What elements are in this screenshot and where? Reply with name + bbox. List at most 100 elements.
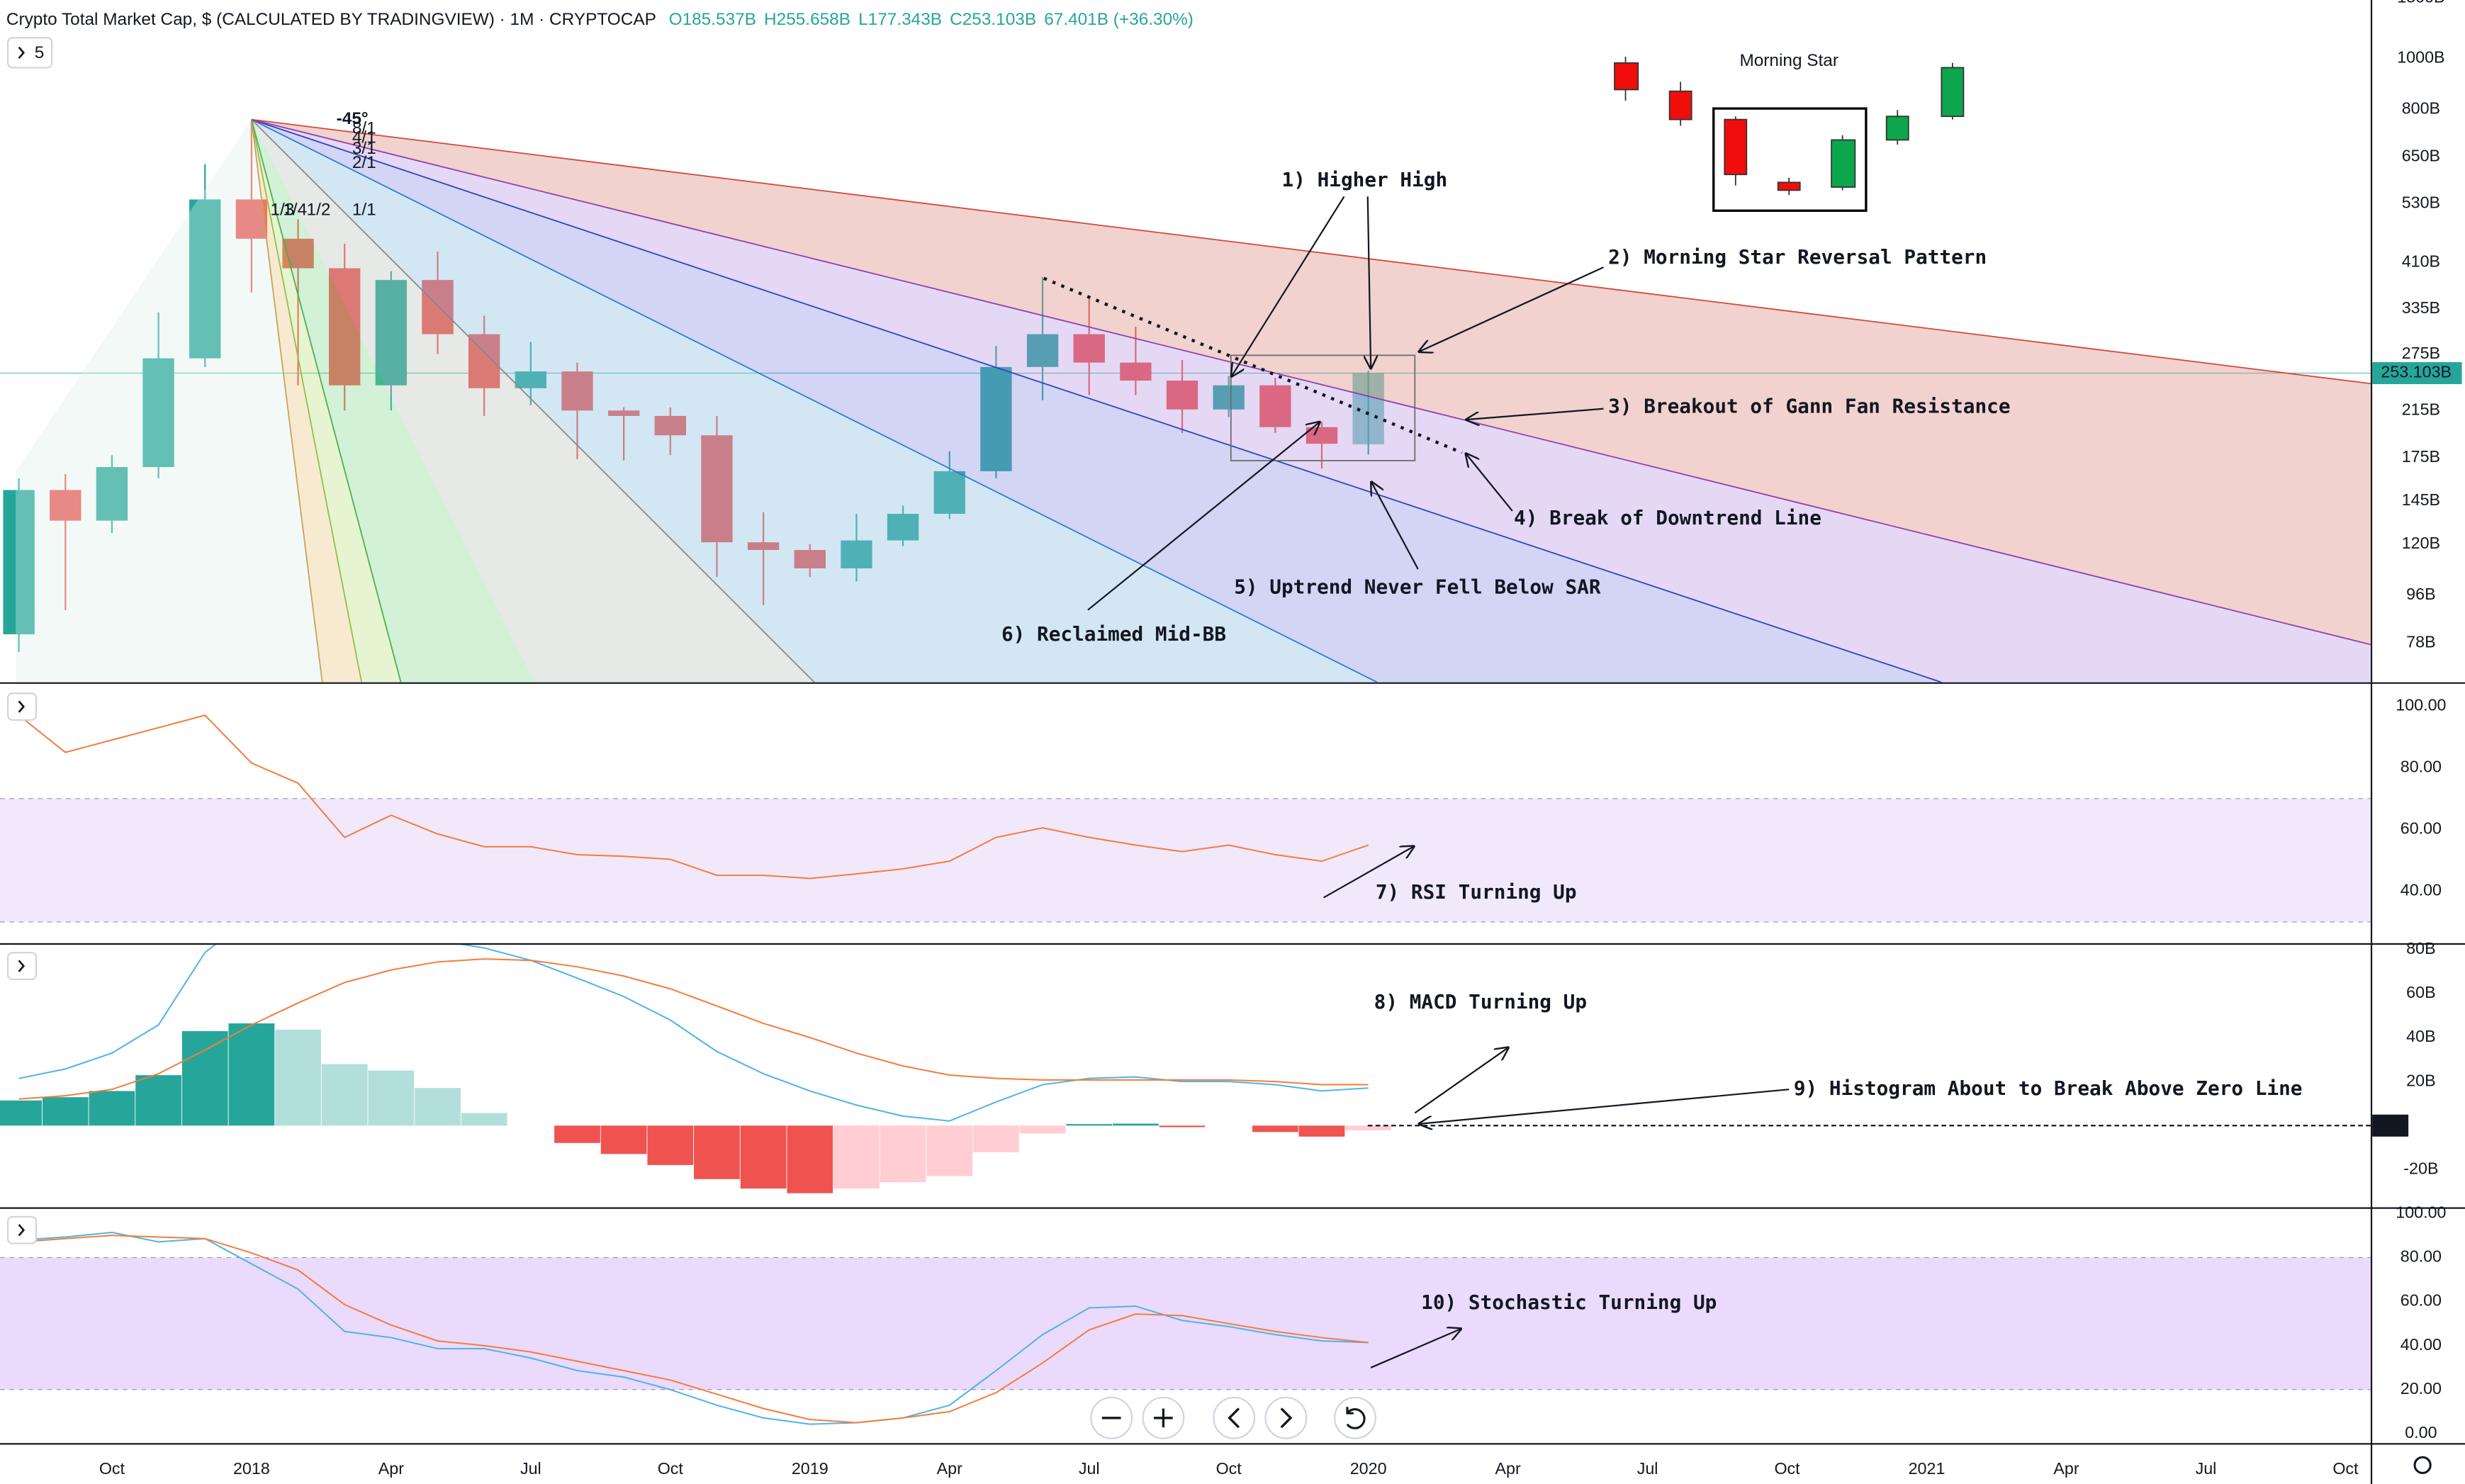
settings[interactable] bbox=[2413, 1456, 2432, 1474]
annotation: 3) Breakout of Gann Fan Resistance bbox=[1608, 395, 2010, 418]
annotation: 1) Higher High bbox=[1282, 168, 1448, 191]
toggle-button[interactable] bbox=[6, 692, 38, 721]
inset-candle bbox=[1885, 116, 1909, 141]
x-tick-label: Jul bbox=[1079, 1459, 1100, 1478]
y-tick-label: 0.00 bbox=[2405, 1423, 2437, 1441]
histogram-bar bbox=[0, 1100, 43, 1126]
toggle-button[interactable] bbox=[6, 37, 53, 69]
y-tick-label: 40.00 bbox=[2401, 1335, 2442, 1354]
y-tick-label: 60B bbox=[2406, 983, 2435, 1001]
y-tick-label: 78B bbox=[2406, 632, 2435, 651]
y-tick-label: 335B bbox=[2402, 298, 2440, 317]
toggle-icon bbox=[18, 700, 26, 713]
fan-lines bbox=[251, 118, 2371, 682]
x-tick-label: 2020 bbox=[1350, 1459, 1387, 1478]
y-tick-label: 80.00 bbox=[2401, 1247, 2442, 1266]
x-tick-label: 2019 bbox=[792, 1459, 829, 1478]
pane-toggle[interactable] bbox=[6, 952, 38, 981]
candle-body bbox=[794, 550, 826, 568]
arrow bbox=[1465, 453, 1513, 512]
candle-body bbox=[607, 410, 640, 416]
candle-body bbox=[561, 371, 593, 411]
pane-toggles bbox=[6, 692, 38, 1244]
histogram-bar bbox=[89, 1091, 135, 1126]
ohlc-close: C253.103B bbox=[950, 10, 1036, 29]
fan-zone bbox=[251, 119, 2371, 682]
y-tick-label: 80B bbox=[2406, 939, 2435, 957]
pane-toggle[interactable] bbox=[6, 692, 38, 721]
histogram-bar bbox=[740, 1125, 787, 1189]
gann-label: 3/1 bbox=[352, 139, 376, 158]
candle-body bbox=[50, 490, 82, 521]
gann-label: 8/1 bbox=[352, 118, 376, 137]
candle-body bbox=[422, 280, 454, 335]
fan-line bbox=[251, 119, 323, 682]
candle-body bbox=[841, 540, 872, 568]
chart-controls bbox=[1090, 1396, 1376, 1439]
ohlc-low: L177.343B bbox=[858, 10, 942, 29]
histogram-bar bbox=[647, 1125, 694, 1165]
y-tick-label: 175B bbox=[2402, 447, 2440, 466]
ohlc-high: H255.658B bbox=[764, 10, 850, 29]
y-tick-label: 100.00 bbox=[2396, 1203, 2446, 1221]
scroll-right[interactable] bbox=[1264, 1396, 1308, 1439]
histogram-bar bbox=[1019, 1125, 1066, 1134]
annotation: 9) Histogram About to Break Above Zero L… bbox=[1794, 1077, 2303, 1100]
arrow bbox=[1418, 266, 1604, 352]
rsi-pane bbox=[0, 714, 2371, 923]
arrow bbox=[1087, 422, 1320, 611]
header: Crypto Total Market Cap, $ (CALCULATED B… bbox=[6, 10, 1194, 29]
candle-body bbox=[747, 542, 780, 551]
arrow bbox=[1231, 196, 1345, 377]
annotation: 5) Uptrend Never Fell Below SAR bbox=[1234, 575, 1601, 599]
gann-label: -45° bbox=[337, 109, 369, 128]
band bbox=[0, 798, 2371, 922]
toggle-button[interactable] bbox=[6, 952, 38, 981]
candle-body bbox=[933, 471, 965, 515]
y-tick-label: 0 bbox=[2385, 1115, 2394, 1133]
histogram-bar bbox=[600, 1125, 647, 1154]
x-tick-label: Apr bbox=[937, 1459, 962, 1478]
histogram-bar bbox=[1345, 1125, 1392, 1130]
arrow bbox=[1465, 407, 1604, 420]
arrow bbox=[1368, 196, 1371, 369]
annotation: 4) Break of Downtrend Line bbox=[1514, 506, 1821, 529]
y-tick-label: 800B bbox=[2402, 99, 2440, 117]
reset-chart[interactable] bbox=[1334, 1396, 1376, 1439]
scroll-left[interactable] bbox=[1213, 1396, 1256, 1439]
inset-candle bbox=[1668, 90, 1692, 120]
settings-icon[interactable] bbox=[2413, 1456, 2432, 1474]
y-tick-label: 40B bbox=[2406, 1027, 2435, 1045]
zoom-out[interactable] bbox=[1090, 1396, 1133, 1439]
toggle-icon bbox=[18, 960, 26, 972]
series-line bbox=[18, 1232, 1369, 1425]
inset-candle bbox=[1724, 118, 1748, 176]
pane-toggle[interactable] bbox=[6, 1215, 38, 1244]
arrow bbox=[1414, 1047, 1509, 1114]
zoom-in[interactable] bbox=[1142, 1396, 1185, 1439]
control-button[interactable] bbox=[1264, 1396, 1308, 1439]
candle-body bbox=[1259, 385, 1291, 427]
x-tick-label: Jul bbox=[1637, 1459, 1658, 1478]
histogram-bar bbox=[833, 1125, 880, 1189]
downtrend-line bbox=[1043, 276, 1463, 454]
indicators-toggle[interactable]: 5 bbox=[6, 37, 53, 69]
y-tick-label: 145B bbox=[2402, 490, 2440, 509]
control-button[interactable] bbox=[1213, 1396, 1256, 1439]
arrow bbox=[1323, 845, 1415, 899]
candle-body bbox=[887, 514, 919, 541]
y-tick-label: 275B bbox=[2402, 344, 2440, 362]
control-button[interactable] bbox=[1334, 1396, 1376, 1439]
ohlc-open: O185.537B bbox=[669, 10, 756, 29]
histogram-bar bbox=[694, 1125, 740, 1179]
toggle-button[interactable] bbox=[6, 1215, 38, 1244]
candle-body bbox=[329, 268, 361, 386]
fan-line bbox=[251, 118, 1378, 682]
y-tick-label: 20B bbox=[2406, 1071, 2435, 1089]
x-tick-label: Apr bbox=[1495, 1459, 1520, 1478]
inset-candle bbox=[1614, 62, 1639, 91]
price-pane bbox=[0, 120, 2371, 652]
series-line bbox=[18, 714, 1369, 879]
